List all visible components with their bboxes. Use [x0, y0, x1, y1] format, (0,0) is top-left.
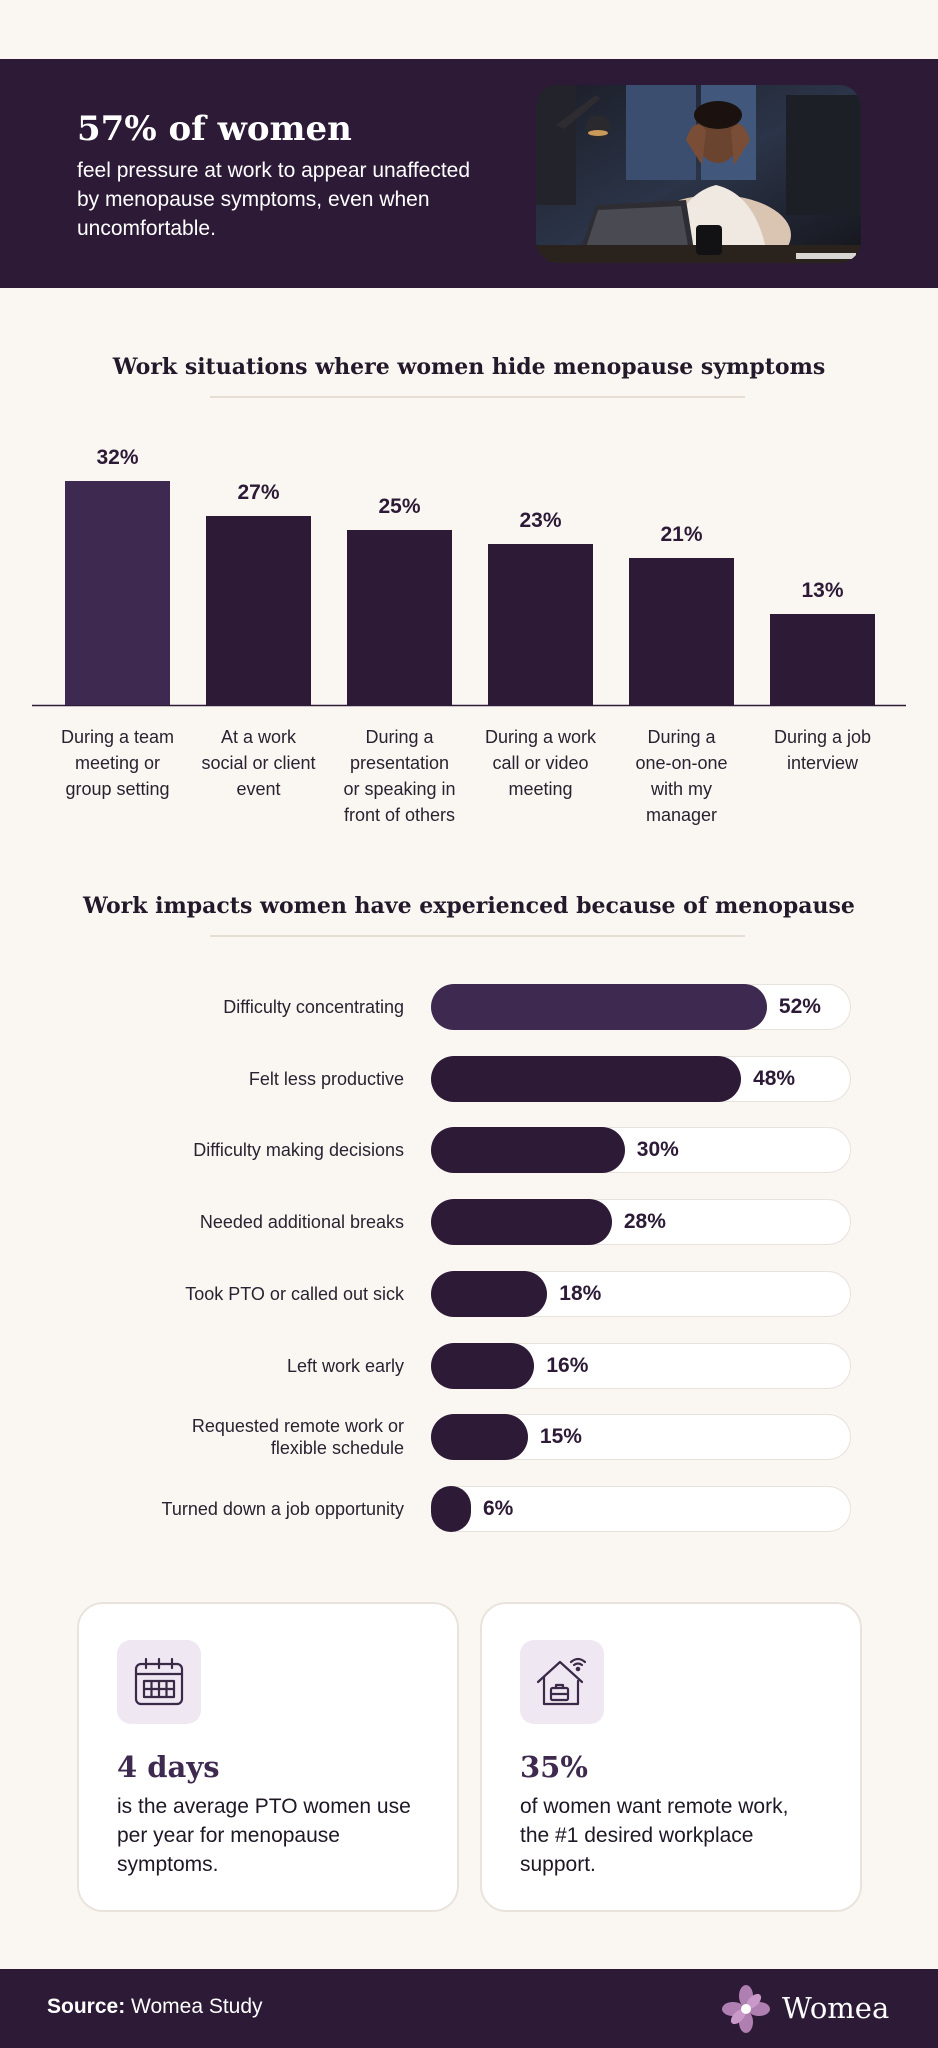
pto-stat-card: 4 days is the average PTO women use per …: [77, 1602, 459, 1912]
bar-category-label-1: At a work social or client event: [201, 727, 315, 799]
impact-bar-track-7: [431, 1485, 851, 1532]
situations-bar-chart: 32% During a team meeting or group setting 2…: [32, 446, 906, 825]
source-value: Womea Study: [131, 1995, 263, 2018]
impact-bar-label-0: Difficulty concentrating: [104, 996, 404, 1018]
impact-bar-label-6: Requested remote work or flexible schedul…: [104, 1415, 404, 1459]
flower-logo-icon: [722, 1985, 770, 2033]
bar-1: [206, 516, 311, 705]
bar-category-label-3: During a work call or video meeting: [485, 727, 597, 799]
bar-category-label-4: During a one-on-one with my manager: [635, 727, 727, 825]
impact-bar-label-7: Turned down a job opportunity: [104, 1498, 405, 1520]
impact-bar-value-2: 30%: [636, 1138, 679, 1162]
impact-bar-label-3: Needed additional breaks: [104, 1211, 404, 1233]
pto-stat-number: 4 days: [117, 1750, 220, 1784]
source-citation: Source: Womea Study: [47, 1995, 263, 2019]
impact-bar-label-line: Turned down a job opportunity: [161, 1498, 405, 1519]
woman-at-laptop-photo: [536, 85, 861, 263]
impact-bar-value-5: 16%: [546, 1353, 589, 1377]
impact-bar-value-4: 18%: [559, 1281, 602, 1305]
impact-bar-value-1: 48%: [753, 1066, 796, 1090]
bar-value-label-0: 32%: [96, 446, 138, 469]
calendar-icon: [117, 1640, 201, 1724]
brand-name: Womea: [782, 1991, 890, 2025]
bar-value-label-1: 27%: [237, 481, 279, 504]
impact-bar-fill-5: [431, 1342, 535, 1389]
remote-work-stat-card: 35% of women want remote work, the #1 de…: [480, 1602, 862, 1912]
impact-bar-value-6: 15%: [539, 1425, 582, 1449]
bar-0: [65, 481, 170, 705]
bar-value-label-3: 23%: [519, 509, 561, 532]
bar-value-label-4: 21%: [660, 523, 702, 546]
impact-bar-fill-1: [431, 1055, 742, 1102]
impact-bar-label-line: Difficulty making decisions: [193, 1140, 404, 1161]
bar-4: [629, 558, 734, 705]
impact-bar-label-4: Took PTO or called out sick: [104, 1283, 404, 1305]
bar-value-label-2: 25%: [378, 495, 420, 518]
impact-bar-fill-0: [431, 984, 767, 1030]
remote-work-stat-text: of women want remote work, the #1 desire…: [520, 1795, 789, 1876]
hero-banner: 57% of women feel pressure at work to ap…: [0, 59, 938, 288]
situations-title-divider: [210, 396, 745, 398]
impact-bar-fill-4: [431, 1270, 548, 1317]
pto-stat-text: is the average PTO women use per year fo…: [117, 1795, 411, 1876]
bar-2: [347, 530, 452, 705]
impact-bar-label-line: Felt less productive: [248, 1068, 404, 1089]
hero-title: 57% of women: [77, 109, 352, 149]
hero-text: feel pressure at work to appear unaffect…: [77, 159, 471, 240]
impact-bar-fill-7: [431, 1485, 471, 1532]
impact-bar-label-line: Difficulty concentrating: [223, 997, 404, 1017]
impact-bar-label-2: Difficulty making decisions: [104, 1139, 404, 1161]
impact-bar-label-line: Left work early: [286, 1355, 404, 1376]
impact-bar-label-1: Felt less productive: [104, 1068, 404, 1090]
impact-bar-label-line: Requested remote work or: [191, 1416, 404, 1437]
bar-5: [770, 614, 875, 705]
impact-bar-value-3: 28%: [623, 1210, 666, 1234]
impact-bar-label-line: flexible schedule: [270, 1438, 404, 1459]
bar-3: [488, 544, 593, 705]
impact-bar-fill-3: [431, 1199, 612, 1246]
impacts-title-divider: [210, 935, 745, 937]
situations-title: Work situations where women hide menopau…: [112, 354, 826, 380]
remote-work-house-icon: [520, 1640, 604, 1724]
bar-category-label-0: During a team meeting or group setting: [61, 727, 174, 799]
source-label: Source:: [47, 1995, 126, 2018]
impact-bar-fill-2: [431, 1127, 625, 1174]
remote-work-stat-number: 35%: [520, 1750, 588, 1784]
impacts-title: Work impacts women have experienced beca…: [83, 893, 855, 919]
impact-bar-value-0: 52%: [778, 995, 821, 1018]
impact-bar-label-line: Needed additional breaks: [199, 1212, 404, 1233]
impact-bar-fill-6: [431, 1414, 528, 1461]
impact-bar-value-7: 6%: [483, 1496, 514, 1520]
footer: Source: Womea Study Womea: [0, 1969, 938, 2048]
impact-bar-label-5: Left work early: [104, 1355, 404, 1377]
brand-logo: Womea: [722, 1985, 889, 2033]
impact-bar-label-line: Took PTO or called out sick: [185, 1283, 404, 1304]
bar-category-label-5: During a job interview: [774, 727, 871, 773]
bar-value-label-5: 13%: [801, 579, 843, 602]
bar-category-label-2: During a presentation or speaking in front …: [343, 727, 455, 825]
